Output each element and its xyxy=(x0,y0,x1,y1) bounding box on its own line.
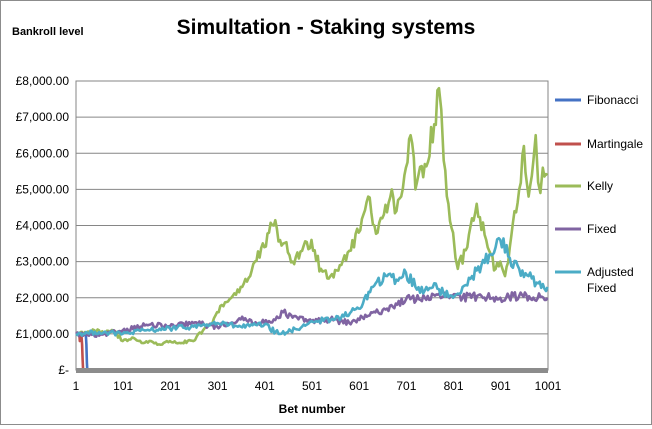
series-line-4 xyxy=(75,236,549,337)
legend-entry-1: Martingale xyxy=(587,137,643,151)
y-axis-label: Bankroll level xyxy=(12,26,84,38)
y-tick-label: £- xyxy=(58,363,69,377)
legend: Fibonacci Martingale Kelly Fixed Adjusted Fix… xyxy=(555,93,643,295)
y-tick-label: £1,000.00 xyxy=(16,327,70,341)
y-tick-label: £6,000.00 xyxy=(16,146,70,160)
x-tick-label: 201 xyxy=(160,379,180,393)
x-tick-label: 601 xyxy=(349,379,369,393)
x-axis-label: Bet number xyxy=(279,402,346,416)
x-tick-label: 401 xyxy=(255,379,275,393)
y-tick-label: £7,000.00 xyxy=(16,110,70,124)
x-tick-label: 801 xyxy=(444,379,464,393)
x-tick-label: 101 xyxy=(113,379,133,393)
y-tick-label: £3,000.00 xyxy=(16,255,70,269)
y-tick-label: £5,000.00 xyxy=(16,182,70,196)
x-tick-labels: 1 101 201 301 401 501 601 701 801 901 1001 xyxy=(73,379,562,393)
y-tick-labels: £- £1,000.00 £2,000.00 £3,000.00 £4,000.00 £5… xyxy=(16,74,70,377)
legend-entry-0: Fibonacci xyxy=(587,93,638,107)
x-tick-label: 901 xyxy=(491,379,511,393)
legend-entry-2: Kelly xyxy=(587,179,613,193)
y-tick-label: £4,000.00 xyxy=(16,219,70,233)
legend-entry-3: Fixed xyxy=(587,222,616,236)
y-tick-label: £2,000.00 xyxy=(16,291,70,305)
x-tick-label: 701 xyxy=(396,379,416,393)
series-lines xyxy=(75,86,549,371)
y-tick-label: £8,000.00 xyxy=(16,74,70,88)
x-axis-bar xyxy=(76,368,548,373)
x-tick-label: 1001 xyxy=(535,379,562,393)
chart-title: Simultation - Staking systems xyxy=(177,16,476,39)
x-tick-label: 501 xyxy=(302,379,322,393)
x-tick-label: 301 xyxy=(208,379,228,393)
series-line-2 xyxy=(75,86,549,347)
gridlines xyxy=(76,80,548,335)
legend-entry-4: Adjusted Fixed xyxy=(587,265,634,295)
x-tick-label: 1 xyxy=(73,379,80,393)
series-line-1 xyxy=(75,330,85,371)
